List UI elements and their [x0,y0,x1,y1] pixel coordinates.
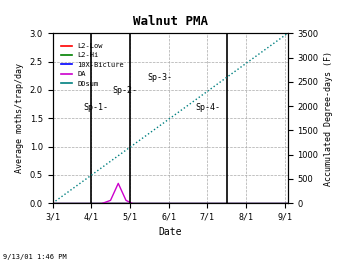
Y-axis label: Average moths/trap/day: Average moths/trap/day [15,63,24,173]
Y-axis label: Accumulated Degree-days (F): Accumulated Degree-days (F) [324,51,333,186]
Title: Walnut PMA: Walnut PMA [133,15,207,28]
X-axis label: Date: Date [158,227,182,237]
Text: Sp-1-: Sp-1- [84,103,109,112]
Text: Sp-3-: Sp-3- [147,73,172,82]
Text: Sp-2-: Sp-2- [112,86,137,95]
Text: Sp-4-: Sp-4- [196,103,221,112]
Text: 9/13/01 1:46 PM: 9/13/01 1:46 PM [3,254,67,260]
Legend: L2-Low, L2-Hi, 10X-Biclure, DA, DDsum: L2-Low, L2-Hi, 10X-Biclure, DA, DDsum [58,40,127,90]
